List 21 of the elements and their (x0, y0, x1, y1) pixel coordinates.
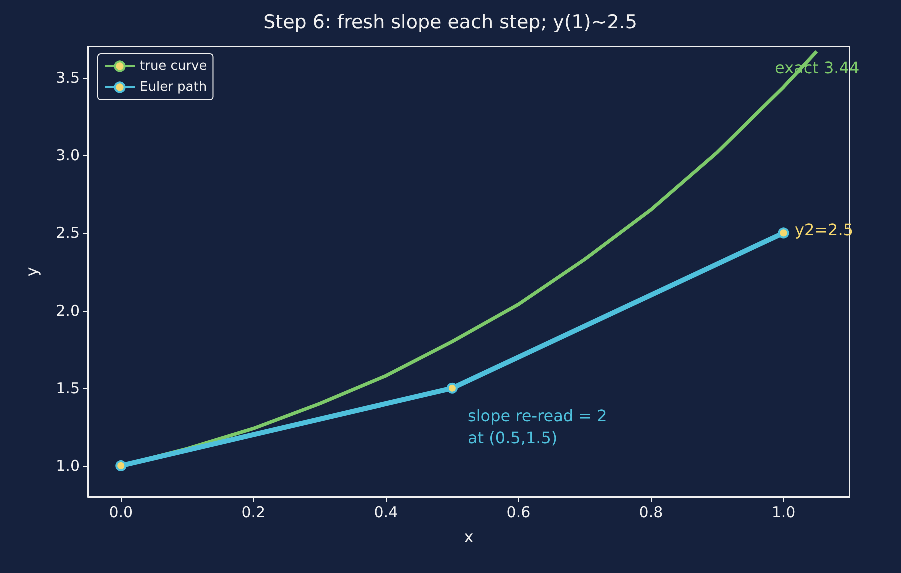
y-axis-title: y (22, 267, 42, 277)
y-tick-label: 1.5 (56, 379, 80, 398)
y-tick-label: 1.0 (56, 456, 80, 475)
x-tick-label: 0.0 (109, 504, 134, 522)
x-tick-label: 0.2 (242, 504, 266, 522)
y-tick-label: 2.5 (56, 224, 80, 242)
x-tick-label: 0.6 (506, 504, 531, 522)
x-tick-label: 0.4 (374, 504, 398, 522)
legend-label: Euler path (140, 80, 208, 95)
x-axis-title: x (464, 528, 474, 546)
y-tick-label: 3.0 (56, 146, 80, 165)
legend-label: true curve (140, 59, 208, 74)
annotation: slope re-read = 2 at (0.5,1.5) (468, 406, 608, 448)
y-tick-label: 3.5 (56, 69, 80, 88)
chart-title: Step 6: fresh slope each step; y(1)~2.5 (264, 12, 638, 34)
x-tick-label: 0.8 (639, 504, 664, 522)
point (446, 382, 458, 394)
point (778, 228, 790, 239)
point (116, 460, 127, 472)
x-tick-label: 1.0 (772, 504, 796, 522)
y-tick-label: 2.0 (56, 302, 80, 320)
